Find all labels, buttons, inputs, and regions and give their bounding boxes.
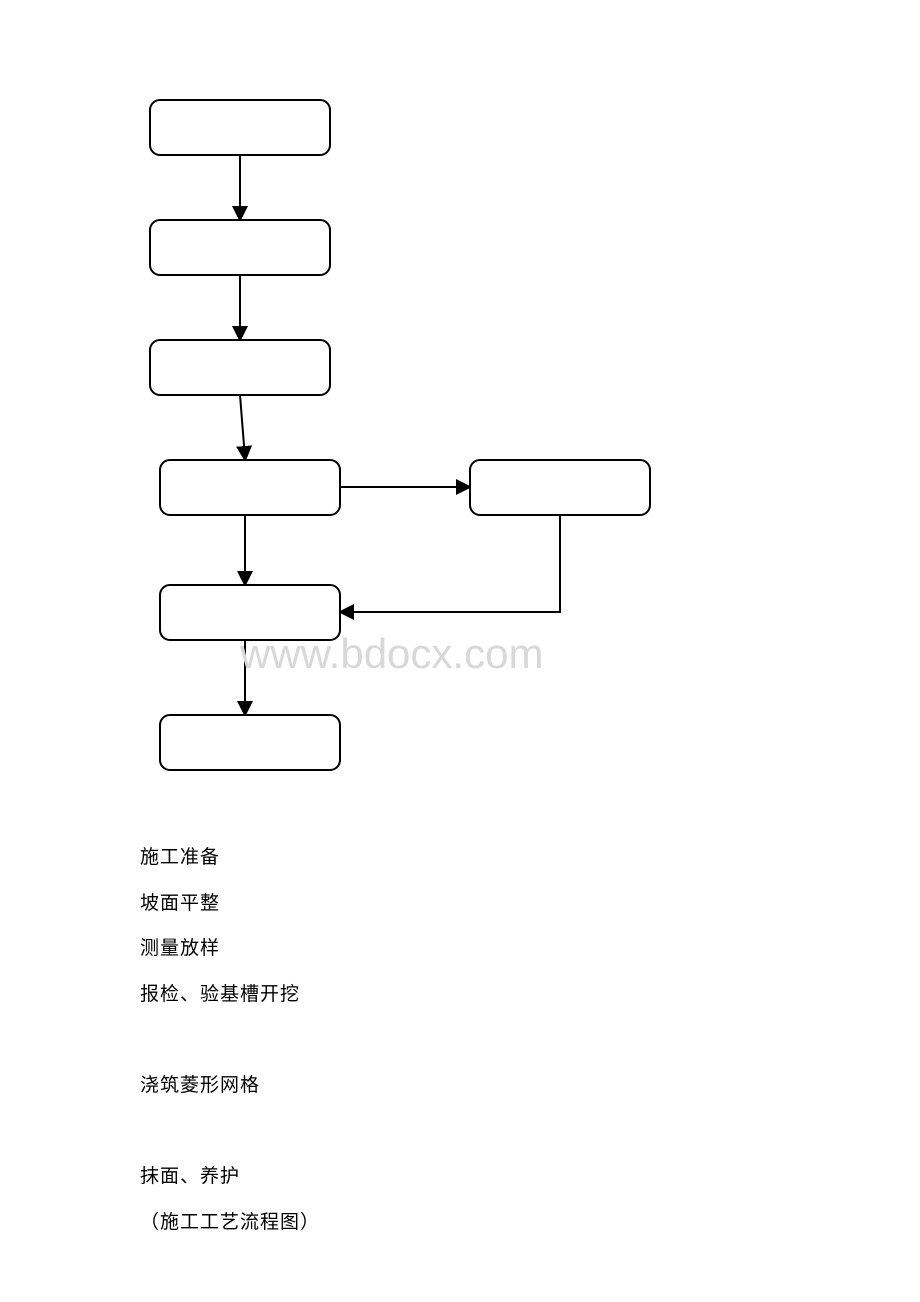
flow-node	[150, 220, 330, 275]
flow-node	[160, 460, 340, 515]
text-block: 施工准备坡面平整测量放样报检、验基槽开挖 浇筑菱形网格 抹面、养护（施工工艺流程…	[140, 835, 320, 1245]
text-line	[140, 1017, 320, 1063]
text-line: 报检、验基槽开挖	[140, 972, 320, 1018]
text-line: 施工准备	[140, 835, 320, 881]
text-line: 抹面、养护	[140, 1154, 320, 1200]
flow-node	[470, 460, 650, 515]
flow-node	[150, 340, 330, 395]
flow-edge	[342, 515, 560, 612]
flowchart-svg	[0, 0, 920, 790]
flow-node	[150, 100, 330, 155]
text-line: 坡面平整	[140, 881, 320, 927]
text-line	[140, 1109, 320, 1155]
text-line: 浇筑菱形网格	[140, 1063, 320, 1109]
text-line: （施工工艺流程图）	[140, 1200, 320, 1246]
text-line: 测量放样	[140, 926, 320, 972]
flow-node	[160, 585, 340, 640]
flow-node	[160, 715, 340, 770]
flowchart-nodes	[150, 100, 650, 770]
flow-edge	[240, 395, 245, 458]
